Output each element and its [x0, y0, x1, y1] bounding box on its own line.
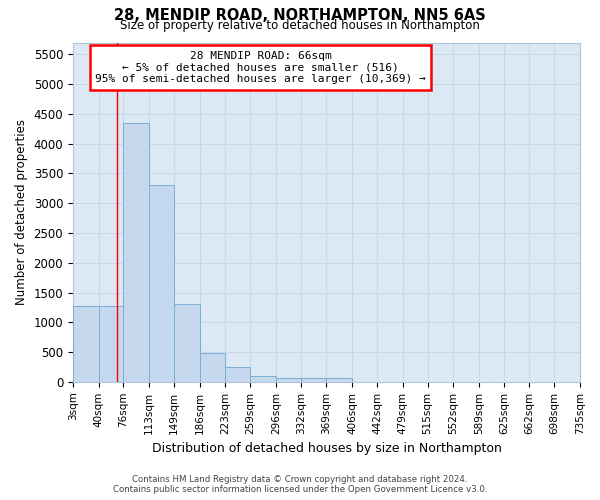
Bar	[149, 186, 174, 382]
Text: 28, MENDIP ROAD, NORTHAMPTON, NN5 6AS: 28, MENDIP ROAD, NORTHAMPTON, NN5 6AS	[114, 8, 486, 22]
Text: Contains HM Land Registry data © Crown copyright and database right 2024.
Contai: Contains HM Land Registry data © Crown c…	[113, 474, 487, 494]
Bar	[174, 304, 200, 382]
Text: Size of property relative to detached houses in Northampton: Size of property relative to detached ho…	[120, 18, 480, 32]
Bar	[200, 353, 226, 382]
Bar	[226, 367, 250, 382]
X-axis label: Distribution of detached houses by size in Northampton: Distribution of detached houses by size …	[152, 442, 502, 455]
Bar	[301, 378, 326, 382]
Bar	[73, 306, 98, 382]
Bar	[250, 376, 276, 382]
Bar	[98, 306, 124, 382]
Text: 28 MENDIP ROAD: 66sqm
← 5% of detached houses are smaller (516)
95% of semi-deta: 28 MENDIP ROAD: 66sqm ← 5% of detached h…	[95, 51, 426, 84]
Y-axis label: Number of detached properties: Number of detached properties	[15, 119, 28, 305]
Bar	[124, 124, 149, 382]
Bar	[326, 378, 352, 382]
Bar	[276, 378, 301, 382]
